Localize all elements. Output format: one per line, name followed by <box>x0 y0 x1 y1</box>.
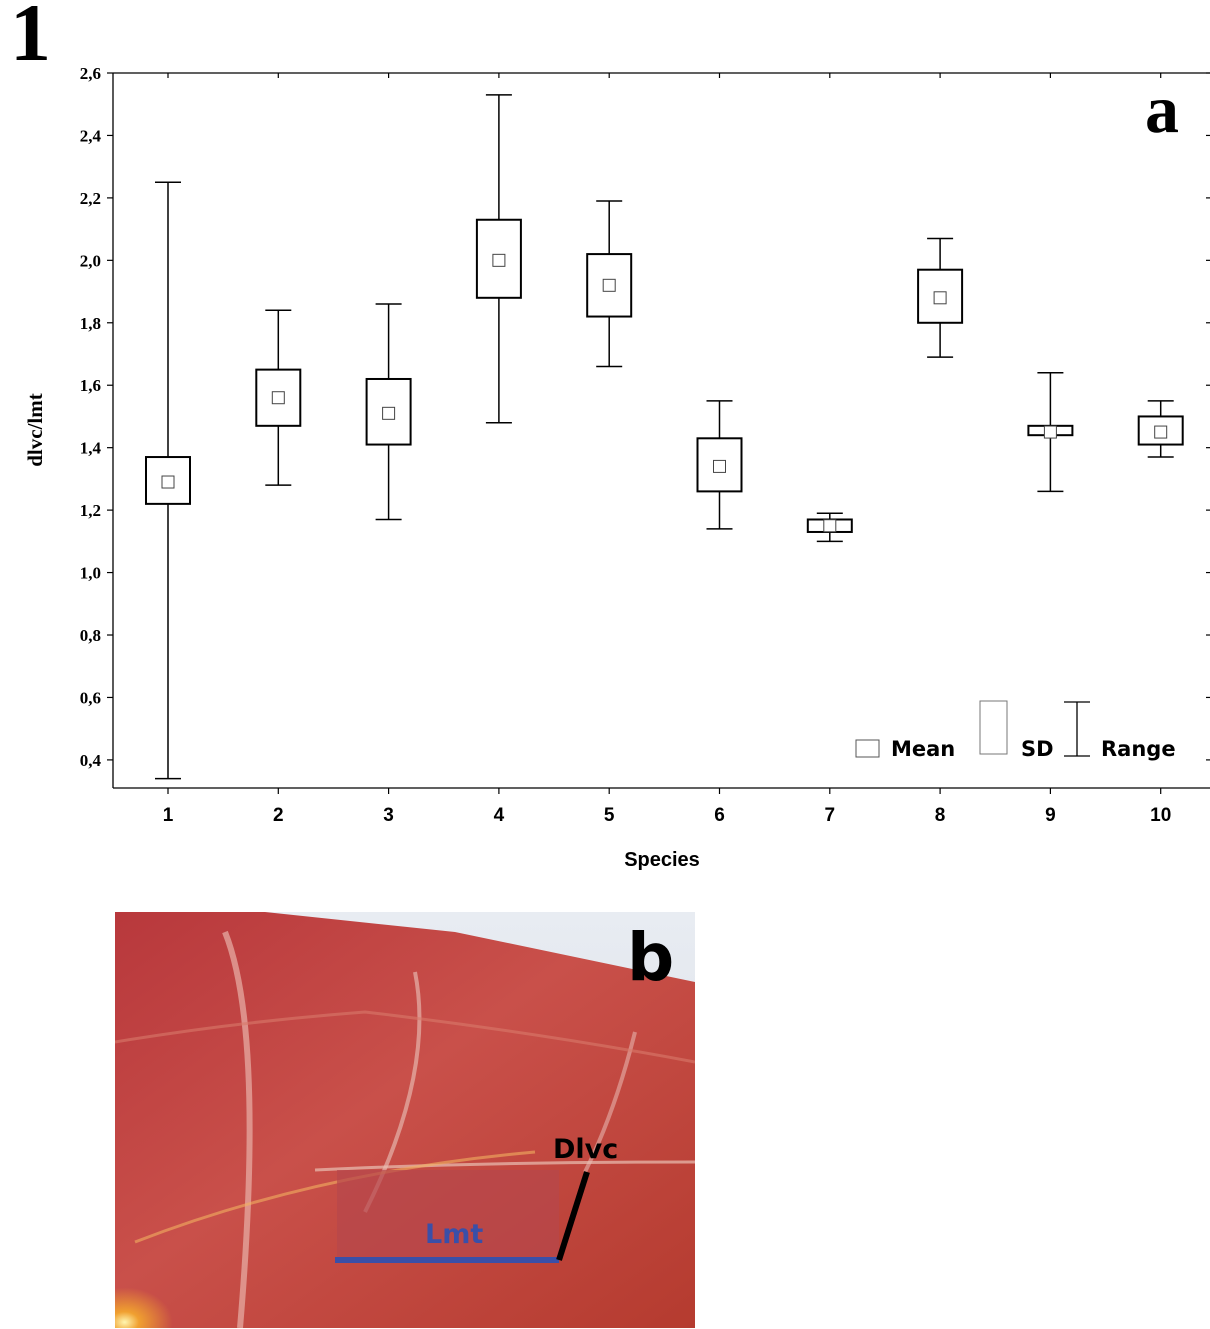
legend-mean-icon <box>855 739 880 758</box>
x-tick-label: 4 <box>494 805 505 826</box>
mean-marker <box>823 519 837 533</box>
box-species-5 <box>586 200 633 368</box>
y-ticks: 0,4 0,6 0,8 1,0 1,2 1,4 1,6 1,8 2,0 2,2 2,4 2,6 <box>80 64 1210 770</box>
dlvc-label: Dlvc <box>553 1134 618 1165</box>
x-tick-label: 6 <box>714 805 725 826</box>
y-tick-label: 1,0 <box>80 564 101 583</box>
x-tick-label: 3 <box>383 805 394 826</box>
axes <box>112 72 1210 789</box>
dlvc-measure-line <box>556 1171 590 1261</box>
x-axis-title: Species <box>624 849 700 871</box>
box-species-8 <box>917 237 964 358</box>
x-tick-label: 5 <box>604 805 615 826</box>
legend-sd-icon <box>979 700 1008 755</box>
y-tick-label: 1,6 <box>80 376 101 395</box>
mean-marker <box>271 391 285 405</box>
box-species-4 <box>475 94 522 424</box>
box-species-1 <box>145 181 191 780</box>
box-species-2 <box>255 309 302 486</box>
box-species-10 <box>1137 400 1184 458</box>
mean-marker <box>161 475 175 489</box>
figure-number: 1 <box>10 0 51 78</box>
y-tick-label: 0,6 <box>80 688 101 707</box>
y-tick-label: 2,6 <box>80 64 101 83</box>
specimen-photo: Dlvc Lmt b <box>115 912 695 1328</box>
x-tick-label: 2 <box>273 805 284 826</box>
y-tick-label: 2,2 <box>80 189 101 208</box>
legend-range-label: Range <box>1101 737 1176 761</box>
mean-marker <box>1043 425 1057 439</box>
mean-marker <box>602 278 616 292</box>
legend-sd-label: SD <box>1021 737 1054 761</box>
legend-mean-label: Mean <box>891 737 955 761</box>
mean-marker <box>933 291 947 305</box>
mean-marker <box>1154 425 1168 439</box>
y-tick-label: 2,0 <box>80 251 101 270</box>
y-tick-label: 2,4 <box>80 126 102 145</box>
x-tick-label: 10 <box>1150 805 1171 826</box>
y-axis-title: dlvc/lmt <box>23 393 47 467</box>
panel-a-label: a <box>1145 71 1179 147</box>
box-species-6 <box>696 400 743 530</box>
mean-marker <box>713 459 726 473</box>
y-tick-label: 0,4 <box>80 751 102 770</box>
mean-marker <box>492 253 506 267</box>
box-plot-chart: 0,4 0,6 0,8 1,0 1,2 1,4 1,6 1,8 2,0 2,2 2,4 2,6 1 2 3… <box>23 64 1210 871</box>
y-tick-label: 1,4 <box>80 439 102 458</box>
x-ticks: 1 2 3 4 5 6 7 8 9 10 <box>163 73 1171 826</box>
x-tick-label: 9 <box>1045 805 1056 826</box>
legend-range-icon <box>1064 701 1090 757</box>
lmt-label: Lmt <box>425 1219 483 1250</box>
boxes <box>145 94 1184 780</box>
box-species-7 <box>806 512 853 543</box>
y-tick-label: 1,8 <box>80 314 101 333</box>
box-species-3 <box>365 303 412 521</box>
box-species-9 <box>1027 371 1074 493</box>
y-tick-label: 0,8 <box>80 626 101 645</box>
x-tick-label: 1 <box>163 805 174 826</box>
x-tick-label: 7 <box>825 805 836 826</box>
mean-marker <box>382 406 396 420</box>
legend: Mean SD Range <box>855 700 1176 761</box>
y-tick-label: 1,2 <box>80 501 101 520</box>
x-tick-label: 8 <box>935 805 946 826</box>
sd-box <box>696 437 743 493</box>
panel-b-label: b <box>627 919 674 996</box>
